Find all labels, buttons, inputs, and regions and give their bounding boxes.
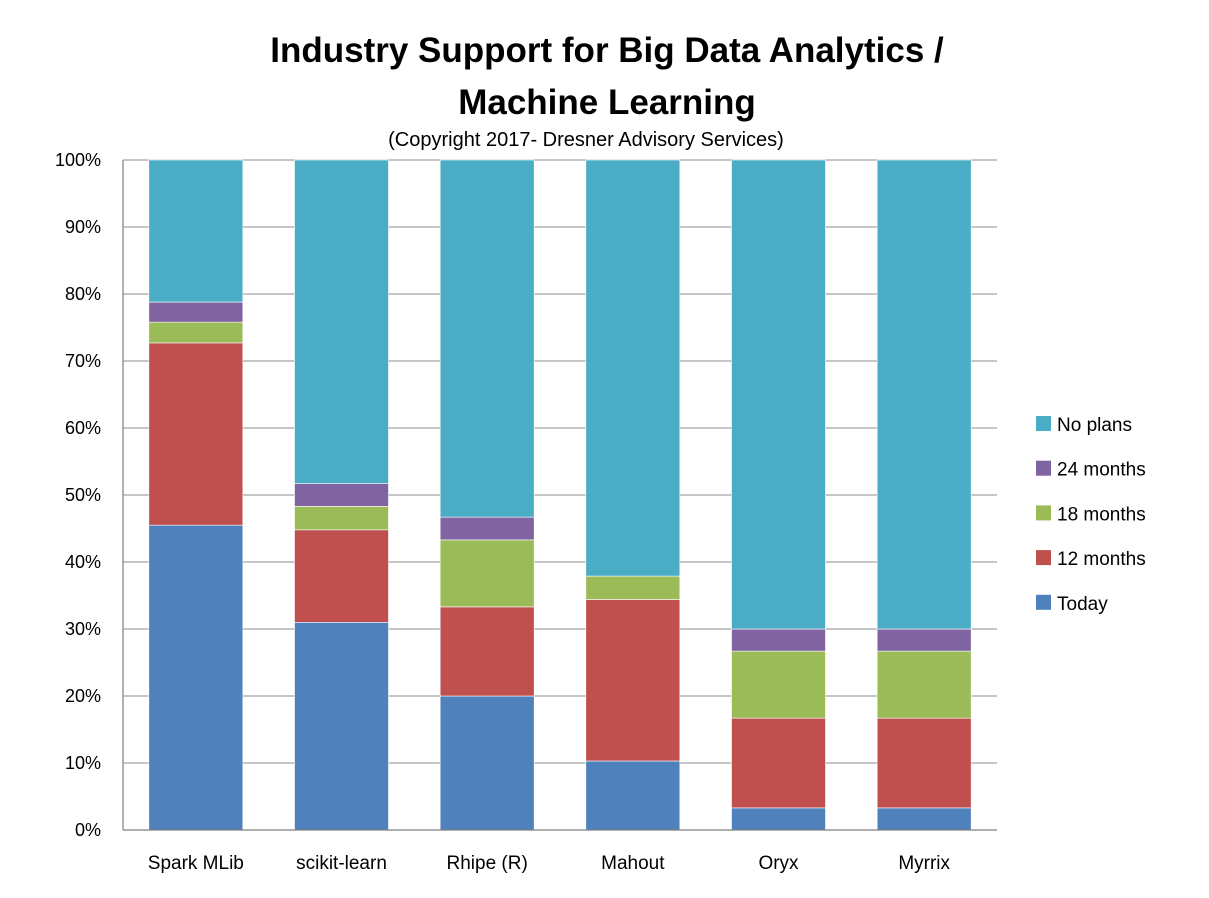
bar-segment (439, 159, 535, 518)
bar-segment (294, 506, 389, 531)
y-tick-label: 0% (75, 820, 101, 840)
legend-swatch (1036, 594, 1051, 610)
x-tick-label: Myrrix (898, 853, 950, 874)
bar-segment (876, 807, 972, 831)
y-tick-label: 70% (65, 351, 101, 371)
legend-label: No plans (1057, 415, 1132, 436)
gridlines (123, 159, 997, 764)
bar-segment (731, 807, 826, 831)
legend-swatch (1036, 416, 1051, 431)
bar-segment (876, 717, 972, 809)
bar-segment (731, 628, 826, 652)
y-tick-label: 60% (65, 418, 101, 438)
legend-label: 18 months (1057, 504, 1146, 525)
y-tick-label: 50% (65, 485, 101, 505)
bar-segment (148, 524, 244, 831)
bar-segment (585, 575, 681, 600)
bar-segment (876, 650, 972, 719)
y-tick-label: 40% (65, 552, 101, 572)
bar-segment (439, 516, 535, 541)
chart-title-line-1: Industry Support for Big Data Analytics … (270, 31, 944, 70)
legend-swatch (1036, 460, 1051, 476)
chart-title-line-2: Machine Learning (458, 83, 756, 122)
bar-segment (731, 717, 826, 809)
legend-label: Today (1057, 594, 1108, 615)
x-tick-label: Mahout (601, 853, 665, 874)
bar-segment (876, 159, 972, 630)
bars (148, 159, 972, 831)
bar-segment (585, 760, 681, 831)
chart-subtitle: (Copyright 2017- Dresner Advisory Servic… (388, 129, 784, 151)
y-tick-label: 30% (65, 619, 101, 639)
y-tick-label: 80% (65, 284, 101, 304)
bar-segment (148, 159, 244, 303)
x-tick-label: scikit-learn (296, 853, 387, 874)
y-tick-label: 90% (65, 217, 101, 237)
x-tick-label: Rhipe (R) (447, 853, 528, 874)
bar-segment (294, 159, 389, 484)
bar-segment (294, 529, 389, 623)
bar-segment (148, 301, 244, 323)
bar-segment (294, 483, 389, 507)
legend-swatch (1036, 550, 1051, 566)
bar-segment (439, 539, 535, 608)
bar-segment (148, 342, 244, 526)
bar-segment (876, 628, 972, 652)
x-tick-label: Spark MLib (148, 853, 244, 874)
bar-segment (585, 599, 681, 762)
legend-label: 24 months (1057, 460, 1146, 481)
y-tick-label: 10% (65, 753, 101, 773)
bar-segment (439, 606, 535, 697)
y-tick-label: 100% (55, 150, 101, 170)
legend: No plans 24 months 18 months 12 months Today (1036, 415, 1146, 615)
bar-segment (585, 159, 681, 577)
legend-label: 12 months (1057, 549, 1146, 570)
bar-segment (731, 650, 826, 719)
bar-segment (731, 159, 826, 630)
bar-segment (294, 621, 389, 831)
x-axis-ticks: Spark MLib scikit-learn Rhipe (R) Mahout Ory… (148, 853, 951, 874)
bar-segment (439, 695, 535, 831)
y-tick-label: 20% (65, 686, 101, 706)
x-tick-label: Oryx (758, 853, 799, 874)
y-axis-ticks: 0% 10% 20% 30% 40% 50% 60% 70% 80% 90% 100% (55, 150, 101, 840)
bar-segment (148, 321, 244, 344)
legend-swatch (1036, 505, 1051, 521)
